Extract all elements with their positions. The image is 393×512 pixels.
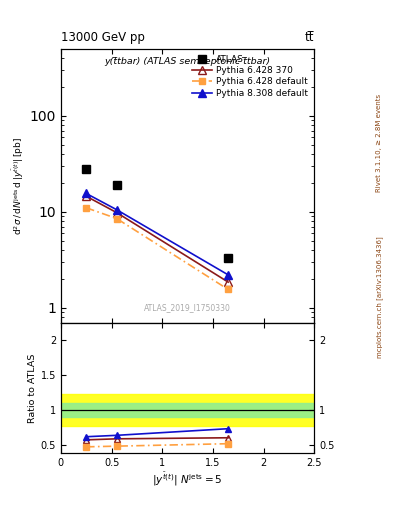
Line: Pythia 8.308 default: Pythia 8.308 default: [83, 189, 232, 279]
Legend: ATLAS, Pythia 6.428 370, Pythia 6.428 default, Pythia 8.308 default: ATLAS, Pythia 6.428 370, Pythia 6.428 de…: [190, 53, 310, 99]
Y-axis label: Ratio to ATLAS: Ratio to ATLAS: [28, 353, 37, 422]
Text: y(t̅tbar) (ATLAS semileptonic t̅tbar): y(t̅tbar) (ATLAS semileptonic t̅tbar): [105, 57, 271, 66]
ATLAS: [114, 182, 119, 188]
Pythia 6.428 370: [226, 279, 231, 285]
Line: Pythia 6.428 370: Pythia 6.428 370: [83, 193, 232, 286]
Pythia 8.308 default: [84, 190, 89, 197]
Text: mcplots.cern.ch [arXiv:1306.3436]: mcplots.cern.ch [arXiv:1306.3436]: [376, 236, 383, 358]
ATLAS: [226, 255, 231, 261]
Pythia 6.428 370: [84, 193, 89, 199]
Line: ATLAS: ATLAS: [83, 165, 232, 262]
Bar: [61, 394, 314, 426]
Pythia 8.308 default: [226, 272, 231, 278]
Text: 13000 GeV pp: 13000 GeV pp: [61, 31, 145, 44]
Text: Rivet 3.1.10, ≥ 2.8M events: Rivet 3.1.10, ≥ 2.8M events: [376, 94, 382, 193]
Text: tt̅: tt̅: [305, 31, 314, 44]
Y-axis label: $\mathrm{d}^2\sigma\,/\,\mathrm{d}N^\mathrm{jets}\,\mathrm{d}\,|y^{\bar{t}(t)}|\: $\mathrm{d}^2\sigma\,/\,\mathrm{d}N^\mat…: [10, 137, 26, 234]
Bar: [61, 403, 314, 417]
Text: ATLAS_2019_I1750330: ATLAS_2019_I1750330: [144, 303, 231, 312]
Pythia 6.428 default: [226, 286, 231, 292]
Pythia 8.308 default: [114, 207, 119, 213]
Line: Pythia 6.428 default: Pythia 6.428 default: [83, 205, 231, 293]
X-axis label: $|y^{\bar{t}(t)}|\;N^\mathrm{jets} = 5$: $|y^{\bar{t}(t)}|\;N^\mathrm{jets} = 5$: [152, 471, 223, 488]
ATLAS: [84, 166, 89, 172]
Pythia 6.428 370: [114, 209, 119, 216]
Pythia 6.428 default: [114, 216, 119, 222]
Pythia 6.428 default: [84, 205, 89, 211]
